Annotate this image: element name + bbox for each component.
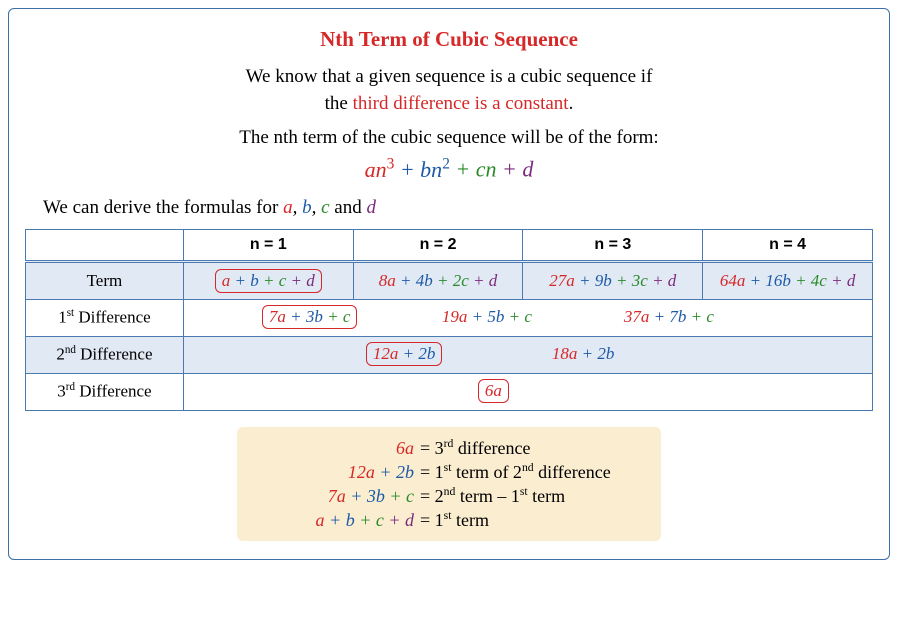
formula-d: + d: [497, 157, 534, 182]
intro-line-1: We know that a given sequence is a cubic…: [9, 64, 889, 117]
term-n2: 8a + 4b + 2c + d: [353, 261, 523, 299]
row-diff1: 1st Difference 7a + 3b + c 19a + 5b + c …: [26, 299, 873, 336]
th-n3: n = 3: [523, 229, 703, 261]
diff1-c2: 19a + 5b + c: [442, 307, 532, 327]
diff2-c1: 12a + 2b: [366, 342, 442, 366]
th-n4: n = 4: [703, 229, 873, 261]
derive-a: a: [283, 197, 293, 218]
diff3-cells: 6a: [183, 373, 872, 410]
derive-text: We can derive the formulas for a, b, c a…: [43, 197, 889, 219]
formula-a: an: [365, 157, 387, 182]
derive-b: b: [302, 197, 312, 218]
summary-box: 6a = 3rd difference 12a + 2b = 1st term …: [237, 427, 661, 541]
intro1-a: We know that a given sequence is a cubic…: [246, 66, 653, 87]
document-container: Nth Term of Cubic Sequence We know that …: [8, 8, 890, 560]
diff1-c1: 7a + 3b + c: [262, 305, 358, 329]
formula-c: + cn: [450, 157, 497, 182]
diff3-c1: 6a: [478, 379, 509, 403]
term-n3: 27a + 9b + 3c + d: [523, 261, 703, 299]
summary-row-4: a + b + c + d = 1st term: [249, 509, 649, 531]
diff2-cells: 12a + 2b 18a + 2b: [183, 336, 872, 373]
derive-sep1: ,: [293, 197, 303, 218]
th-n2: n = 2: [353, 229, 523, 261]
row-diff3: 3rd Difference 6a: [26, 373, 873, 410]
th-blank: [26, 229, 184, 261]
cubic-formula: an3 + bn2 + cn + d: [9, 155, 889, 182]
derive-sep2: ,: [312, 197, 322, 218]
summary-row-1: 6a = 3rd difference: [249, 437, 649, 459]
intro1-b: the: [325, 93, 353, 114]
diff1-c3: 37a + 7b + c: [624, 307, 714, 327]
label-diff1: 1st Difference: [26, 299, 184, 336]
table-header: n = 1 n = 2 n = 3 n = 4: [26, 229, 873, 261]
intro-line-2: The nth term of the cubic sequence will …: [9, 127, 889, 149]
period: .: [569, 93, 574, 114]
th-n1: n = 1: [183, 229, 353, 261]
diff1-cells: 7a + 3b + c 19a + 5b + c 37a + 7b + c: [183, 299, 872, 336]
derive-d: d: [366, 197, 376, 218]
row-diff2: 2nd Difference 12a + 2b 18a + 2b: [26, 336, 873, 373]
derive-c: c: [321, 197, 329, 218]
summary-row-2: 12a + 2b = 1st term of 2nd difference: [249, 461, 649, 483]
term-n4: 64a + 16b + 4c + d: [703, 261, 873, 299]
derive-and: and: [330, 197, 367, 218]
formula-b: + bn: [394, 157, 442, 182]
intro1-red: third difference is a constant: [353, 93, 569, 114]
derive-pre: We can derive the formulas for: [43, 197, 283, 218]
difference-table: n = 1 n = 2 n = 3 n = 4 Term a + b + c +…: [25, 229, 873, 411]
row-term: Term a + b + c + d 8a + 4b + 2c + d 27a …: [26, 261, 873, 299]
formula-b-exp: 2: [442, 155, 450, 172]
term-n1: a + b + c + d: [183, 261, 353, 299]
label-term: Term: [26, 261, 184, 299]
label-diff2: 2nd Difference: [26, 336, 184, 373]
diff2-c2: 18a + 2b: [552, 344, 614, 364]
label-diff3: 3rd Difference: [26, 373, 184, 410]
summary-row-3: 7a + 3b + c = 2nd term – 1st term: [249, 485, 649, 507]
page-title: Nth Term of Cubic Sequence: [9, 27, 889, 52]
